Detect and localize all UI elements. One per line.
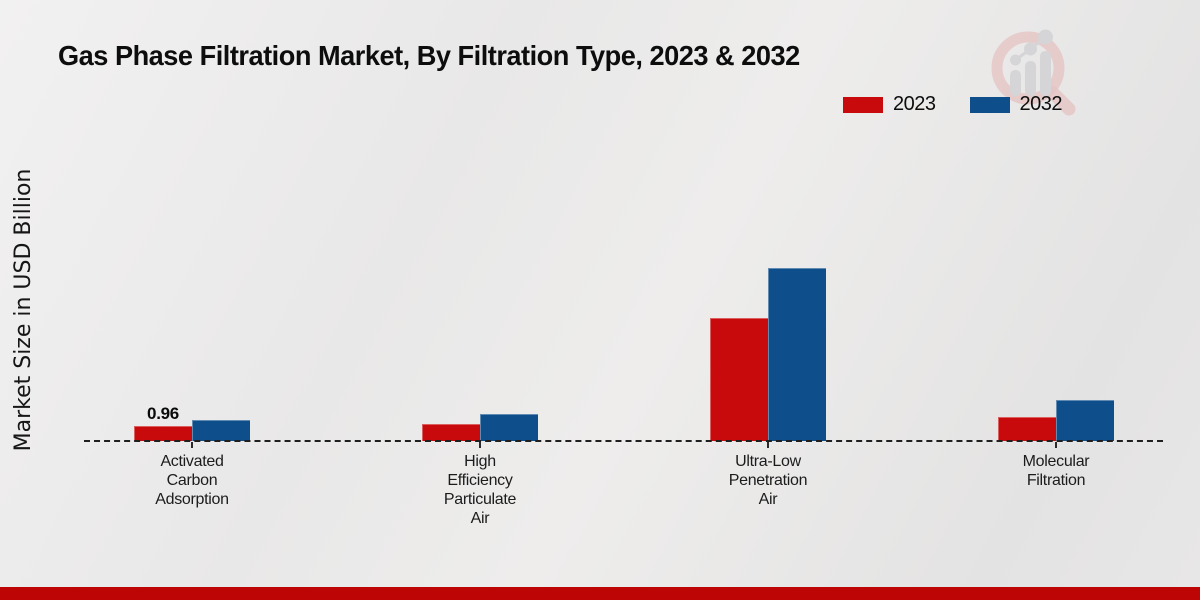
bar-2023-ultra-low-penetration-air — [710, 318, 768, 441]
bar-2032-ultra-low-penetration-air — [768, 268, 826, 441]
category-label: Activated Carbon Adsorption — [155, 453, 229, 508]
legend: 2023 2032 — [843, 93, 1062, 116]
legend-item-2032: 2032 — [969, 93, 1063, 116]
x-axis-tick — [191, 442, 193, 448]
magnifier-bar-chart-logo — [991, 29, 1076, 116]
legend-label-2023: 2023 — [893, 93, 936, 115]
bar-value-label: 0.96 — [147, 404, 179, 423]
chart-title: Gas Phase Filtration Market, By Filtrati… — [58, 40, 800, 71]
bar-2023-molecular-filtration — [998, 417, 1056, 441]
category-label: High Efficiency Particulate Air — [443, 453, 517, 527]
legend-label-2032: 2032 — [1019, 93, 1063, 115]
x-axis-tick — [479, 442, 481, 448]
bar-2032-high-efficiency-particulate-air — [480, 414, 538, 441]
bar-2023-high-efficiency-particulate-air — [422, 424, 480, 441]
bar-2032-molecular-filtration — [1056, 400, 1114, 441]
x-axis-tick — [1055, 442, 1057, 448]
bar-2032-activated-carbon-adsorption — [192, 420, 250, 441]
legend-swatch-2032 — [969, 96, 1010, 113]
category-label: Molecular Filtration — [1022, 453, 1090, 489]
legend-swatch-2023 — [843, 96, 883, 113]
footer-accent-bar — [0, 587, 1200, 600]
legend-item-2023: 2023 — [843, 93, 936, 116]
category-label: Ultra-Low Penetration Air — [728, 453, 808, 508]
x-axis-tick — [767, 442, 769, 448]
bar-2023-activated-carbon-adsorption — [134, 426, 192, 441]
x-axis-baseline — [84, 440, 1163, 442]
